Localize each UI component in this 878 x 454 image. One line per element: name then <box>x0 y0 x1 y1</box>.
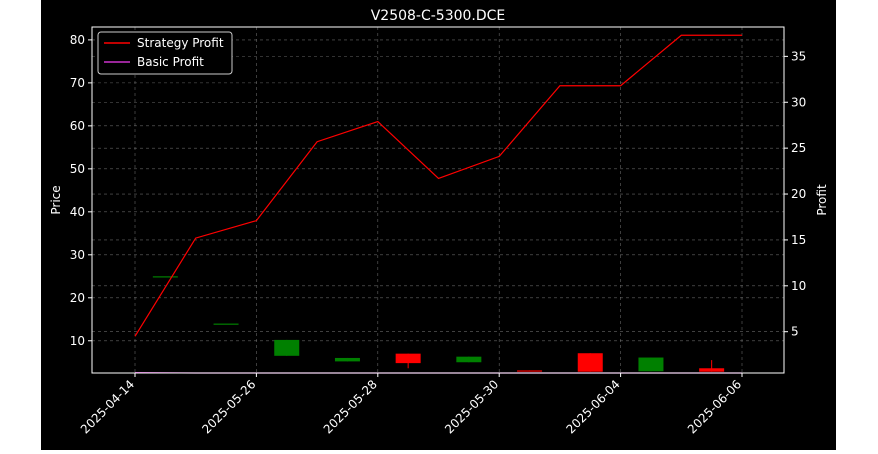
candle-body <box>335 358 360 361</box>
candle-body <box>517 370 542 371</box>
y-tick-label-left: 50 <box>70 162 85 176</box>
y-tick-label-left: 20 <box>70 291 85 305</box>
y-tick-label-left: 30 <box>70 248 85 262</box>
y-tick-label-right: 5 <box>791 325 799 339</box>
y-axis-label-right: Profit <box>815 184 829 216</box>
candle-body <box>699 368 724 371</box>
candle-body <box>456 357 481 363</box>
legend-label-strategy: Strategy Profit <box>137 36 224 50</box>
y-axis-label-left: Price <box>49 185 63 214</box>
candle-body <box>274 340 299 356</box>
y-tick-label-right: 35 <box>791 49 806 63</box>
x-tick-label: 2025-05-28 <box>321 377 380 436</box>
candles <box>153 276 724 371</box>
y-tick-label-left: 40 <box>70 205 85 219</box>
x-tick-label: 2025-06-04 <box>564 377 623 436</box>
chart-title: V2508-C-5300.DCE <box>371 8 506 24</box>
candle-body <box>396 354 421 363</box>
grid <box>92 27 784 373</box>
y-tick-label-right: 20 <box>791 187 806 201</box>
candle-body <box>578 353 603 371</box>
plot-frame <box>92 27 784 373</box>
y-tick-label-right: 30 <box>791 95 806 109</box>
legend-label-basic: Basic Profit <box>137 55 204 69</box>
profit-lines <box>135 35 742 373</box>
x-tick-label: 2025-06-06 <box>685 377 744 436</box>
strategy-profit-line <box>135 35 742 336</box>
axes: 2025-04-14 2025-05-26 2025-05-28 2025-05-30… <box>70 33 807 437</box>
legend: Strategy Profit Basic Profit <box>98 32 232 74</box>
y-tick-label-right: 15 <box>791 233 806 247</box>
candle-body <box>153 276 178 277</box>
y-tick-label-left: 70 <box>70 76 85 90</box>
x-tick-label: 2025-04-14 <box>78 377 137 436</box>
x-tick-label: 2025-05-30 <box>442 377 501 436</box>
y-tick-label-left: 80 <box>70 33 85 47</box>
candle-body <box>638 358 663 372</box>
y-tick-label-left: 10 <box>70 334 85 348</box>
x-tick-label: 2025-05-26 <box>199 377 258 436</box>
candle-body <box>214 324 239 325</box>
y-tick-label-left: 60 <box>70 119 85 133</box>
y-tick-label-right: 10 <box>791 279 806 293</box>
y-tick-label-right: 25 <box>791 141 806 155</box>
